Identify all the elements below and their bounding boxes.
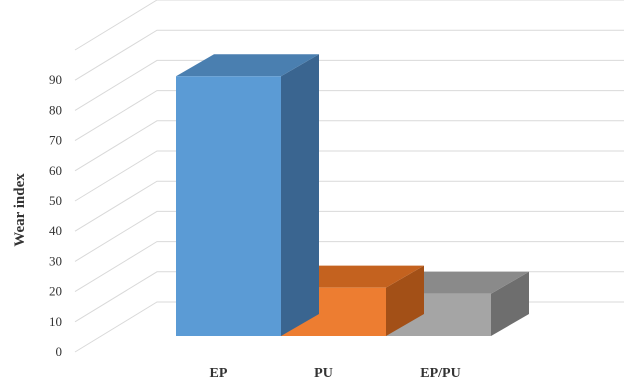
y-tick-label: 30 — [49, 253, 62, 268]
gridline — [74, 0, 624, 51]
gridline — [74, 241, 624, 293]
x-tick-label: EP — [210, 366, 228, 381]
x-tick-label: PU — [314, 366, 333, 381]
gridline — [74, 180, 624, 232]
gridline — [74, 150, 624, 202]
bar-side-face — [491, 271, 529, 336]
y-axis-title: Wear index — [12, 173, 28, 247]
y-tick-label: 0 — [56, 344, 63, 359]
y-tick-label: 50 — [49, 193, 62, 208]
bars — [176, 54, 529, 336]
bar-top-face — [176, 54, 319, 77]
y-tick-label: 10 — [49, 314, 62, 329]
y-tick-label: 40 — [49, 223, 62, 238]
gridline — [74, 210, 624, 262]
y-tick-label: 80 — [49, 102, 62, 117]
gridline — [74, 29, 624, 81]
gridline — [74, 120, 624, 172]
category-labels: EP PU EP/PU — [210, 366, 461, 381]
gridlines — [74, 0, 624, 353]
y-tick-label: 90 — [49, 72, 62, 87]
bar-side-face — [281, 54, 319, 336]
x-tick-label: EP/PU — [420, 366, 460, 381]
bar-front-face — [176, 76, 281, 336]
bar-ep — [176, 54, 319, 336]
gridline — [74, 59, 624, 111]
y-tick-label: 70 — [49, 133, 62, 148]
bar-side-face — [386, 265, 424, 336]
y-tick-label: 20 — [49, 284, 62, 299]
y-tick-labels: 0 10 20 30 40 50 60 70 80 90 — [49, 72, 62, 359]
gridline — [74, 90, 624, 142]
y-tick-label: 60 — [49, 163, 62, 178]
